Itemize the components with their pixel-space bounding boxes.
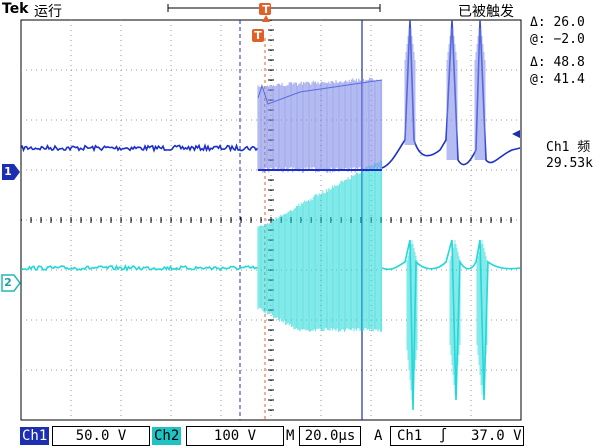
measurement-value: 29.53k <box>546 156 593 171</box>
trigger-source: Ch1 <box>397 428 423 444</box>
timebase-value[interactable]: 20.0µs <box>299 426 361 446</box>
cursor-delta-2: Δ: 48.8 <box>530 55 585 70</box>
ch2-ground-marker[interactable] <box>1 274 21 292</box>
measurement-panel: Ch1 频 29.53k <box>546 140 593 172</box>
trigger-marker[interactable] <box>252 29 264 42</box>
cursor-at-2: @: 41.4 <box>530 72 585 87</box>
record-view-bracket <box>167 4 381 12</box>
ch2-scale[interactable]: 100 V <box>186 426 284 446</box>
cursor-at-1: @: −2.0 <box>530 32 585 47</box>
cursor-delta-1: Δ: 26.0 <box>530 15 585 30</box>
measurement-label: Ch1 频 <box>546 140 591 155</box>
cursor-readout: Δ: 26.0 @: −2.0 Δ: 48.8 @: 41.4 <box>530 14 602 88</box>
ch1-ground-label: 1 <box>4 165 12 178</box>
ch2-waveform <box>21 160 521 411</box>
trigger-marker-label: T <box>262 3 270 16</box>
ch2-ground-label: 2 <box>4 276 12 289</box>
trigger-marker-top[interactable] <box>259 3 271 22</box>
ch1-scale[interactable]: 50.0 V <box>52 426 150 446</box>
ch1-waveform <box>21 19 521 173</box>
ch2-label[interactable]: Ch2 <box>152 427 182 445</box>
trigger-slope-icon: ∫ <box>439 428 448 444</box>
trigger-marker-label-2: T <box>254 29 262 42</box>
trigger-level-arrow[interactable] <box>512 130 520 138</box>
trigger-settings[interactable]: Ch1 ∫ 37.0 V <box>390 426 524 446</box>
status-bar: Tek 运行 已被触发 <box>0 0 602 22</box>
run-state: 运行 <box>34 4 62 20</box>
trigger-mode: A <box>374 428 383 444</box>
timebase-label: M <box>286 428 295 444</box>
graticule-grid <box>20 19 522 421</box>
trigger-level: 37.0 V <box>471 428 522 444</box>
trigger-state: 已被触发 <box>458 4 514 20</box>
ch1-label[interactable]: Ch1 <box>20 427 50 445</box>
ch1-ground-marker[interactable] <box>2 164 20 180</box>
brand-logo: Tek <box>2 1 29 17</box>
settings-bar: Ch1 50.0 V Ch2 100 V M 20.0µs A Ch1 ∫ 37… <box>0 425 602 447</box>
